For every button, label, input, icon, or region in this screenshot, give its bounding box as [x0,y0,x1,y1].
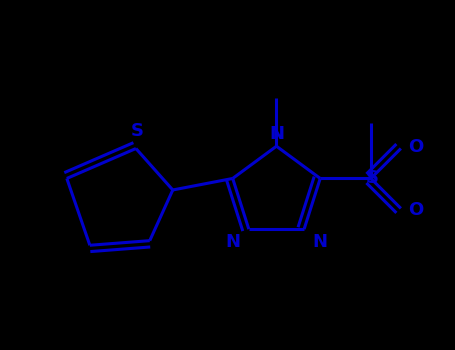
Text: O: O [408,201,424,218]
Text: S: S [365,169,379,188]
Text: N: N [312,233,327,251]
Text: O: O [408,138,424,156]
Text: N: N [226,233,241,251]
Text: S: S [131,122,144,140]
Text: N: N [269,125,284,143]
